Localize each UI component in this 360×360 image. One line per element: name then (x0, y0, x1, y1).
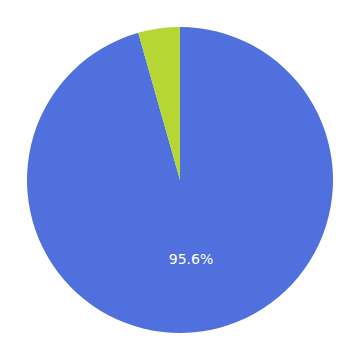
svg-text:95.6%: 95.6% (169, 251, 213, 267)
